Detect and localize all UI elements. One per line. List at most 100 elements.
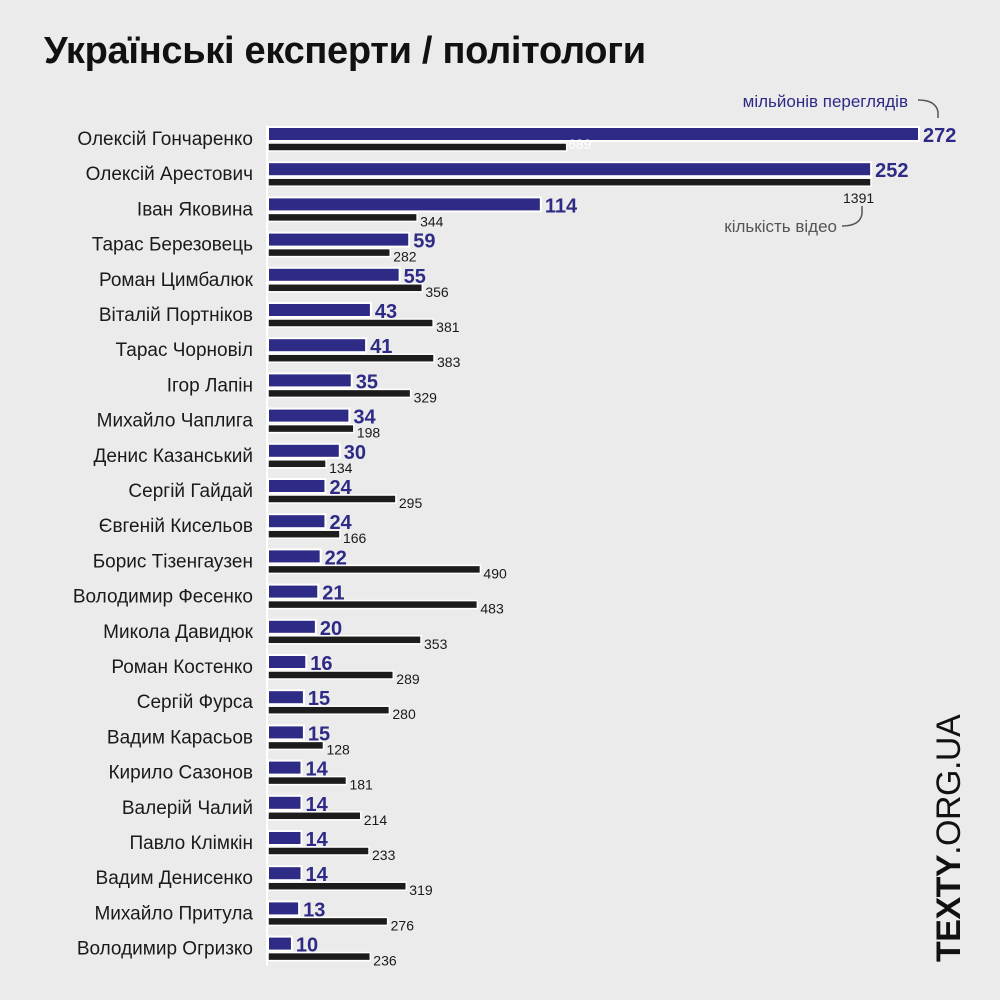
videos-bar [267,459,327,469]
category-label: Кирило Сазонов [108,763,253,784]
videos-bar [267,283,424,293]
views-value-label: 15 [308,688,330,710]
videos-value-label: 181 [349,777,373,793]
views-value-label: 22 [325,547,347,569]
views-value-label: 252 [875,160,908,182]
videos-bar [267,423,355,434]
videos-value-label: 295 [399,495,423,511]
videos-bar [267,177,872,187]
category-label: Сергій Фурса [137,692,254,713]
videos-bar [267,705,391,715]
category-label: Денис Казанський [94,446,253,467]
category-label: Віталій Портніков [99,305,253,326]
views-bar [267,266,401,283]
category-label: Євгеній Кисельов [99,516,253,537]
views-value-label: 14 [306,864,329,886]
videos-bar [267,353,435,363]
views-value-label: 30 [344,442,366,464]
views-bar [267,583,320,600]
videos-bar [267,740,325,751]
views-value-label: 14 [306,829,329,851]
views-bar [267,724,305,741]
category-label: Вадим Карасьов [107,727,253,748]
views-value-label: 24 [329,512,352,534]
views-bar [267,618,317,635]
category-label: Борис Тізенгаузен [93,551,253,572]
category-label: Михайло Притула [94,903,253,924]
videos-value-label: 282 [393,249,417,265]
videos-bar [267,564,482,575]
category-label: Роман Цимбалюк [99,270,254,291]
page-title: Українські експерти / політологи [44,30,646,72]
category-label: Тарас Чорновіл [116,340,254,361]
videos-bar [267,247,391,258]
views-value-label: 20 [320,618,342,640]
views-value-label: 55 [404,266,426,288]
views-bar [267,935,293,952]
videos-value-label: 214 [364,812,388,828]
videos-bar [267,318,434,328]
videos-value-label: 289 [396,671,420,687]
views-bar [267,442,341,459]
views-value-label: 13 [303,899,325,921]
videos-value-label: 381 [436,319,460,335]
category-label: Олексій Арестович [86,164,253,185]
videos-bar [267,881,408,891]
videos-bar [267,916,389,927]
views-bar [267,759,303,776]
category-label: Тарас Березовець [92,235,253,256]
views-value-label: 15 [308,723,330,745]
views-value-label: 43 [375,301,397,323]
videos-value-label: 166 [343,530,367,546]
views-bar [267,337,368,354]
videos-value-label: 329 [414,389,438,405]
videos-value-label: 276 [391,917,415,933]
videos-value-label: 233 [372,847,396,863]
legend-videos-arrow [841,206,863,227]
videos-bar [267,670,395,680]
views-bar [267,548,322,565]
views-bar [267,161,873,178]
views-value-label: 59 [413,231,435,253]
videos-value-label: 689 [568,136,592,152]
videos-bar [267,635,422,645]
videos-value-label: 236 [373,953,397,969]
views-bar [267,196,542,213]
brand-logo: TEXTY.ORG.UA [930,715,969,962]
videos-value-label: 356 [425,284,449,300]
videos-value-label: 344 [420,213,444,229]
brand-rest: .ORG.UA [930,714,968,855]
views-value-label: 14 [306,759,329,781]
category-label: Михайло Чаплига [97,411,254,432]
category-label: Павло Клімкін [130,833,254,854]
views-bar [267,126,920,142]
category-label: Володимир Фесенко [73,587,253,608]
views-bar [267,478,327,494]
videos-bar [267,388,412,399]
views-bar [267,372,353,389]
videos-value-label: 280 [392,706,416,722]
videos-value-label: 319 [409,882,433,898]
videos-bar [267,529,341,539]
videos-value-label: 490 [483,565,507,581]
videos-bar [267,951,372,962]
views-value-label: 10 [296,935,318,957]
category-label: Вадим Денисенко [96,868,253,889]
views-bar [267,407,351,424]
videos-bar [267,494,397,504]
category-label: Роман Костенко [111,657,253,678]
category-label: Олексій Гончаренко [77,129,253,150]
views-value-label: 14 [306,794,329,816]
videos-value-label: 198 [357,425,381,441]
videos-value-label: 483 [480,601,504,617]
videos-value-label: 383 [437,354,461,370]
views-bar [267,231,411,248]
views-bar [267,689,305,706]
views-value-label: 34 [353,407,376,429]
brand-bold: TEXTY [930,854,968,962]
category-label: Володимир Огризко [77,939,253,960]
views-value-label: 21 [322,583,344,605]
views-bar [267,830,303,846]
views-value-label: 41 [370,336,392,358]
